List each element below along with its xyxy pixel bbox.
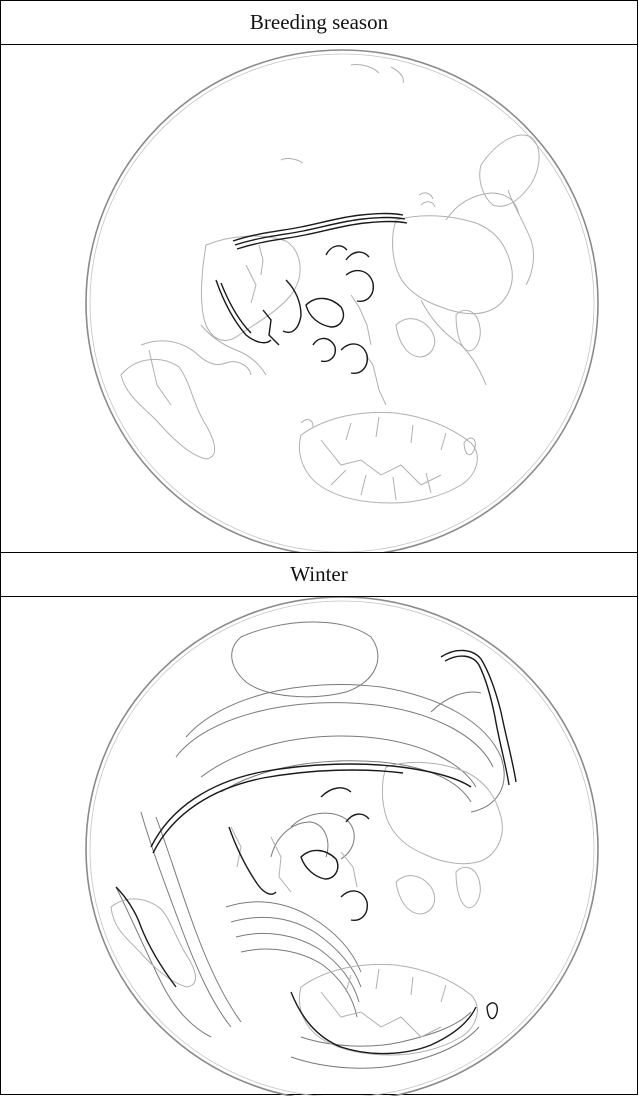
panel-title-winter: Winter xyxy=(1,552,637,597)
winter-range-lines xyxy=(115,621,505,1069)
panel-title-breeding: Breeding season xyxy=(1,1,637,45)
globe-outline xyxy=(85,49,599,552)
land-outlines xyxy=(110,761,503,1056)
breeding-map-panel xyxy=(1,45,637,552)
globe-inner-outline xyxy=(89,53,595,552)
globe-inner-outline xyxy=(89,600,595,1096)
land-outlines xyxy=(120,64,540,504)
winter-range-outline xyxy=(115,649,517,1055)
breeding-range-outline xyxy=(215,212,408,374)
breeding-map xyxy=(85,49,599,552)
winter-map xyxy=(85,597,599,1096)
globe-outline xyxy=(85,597,599,1096)
winter-map-panel xyxy=(1,597,637,1096)
